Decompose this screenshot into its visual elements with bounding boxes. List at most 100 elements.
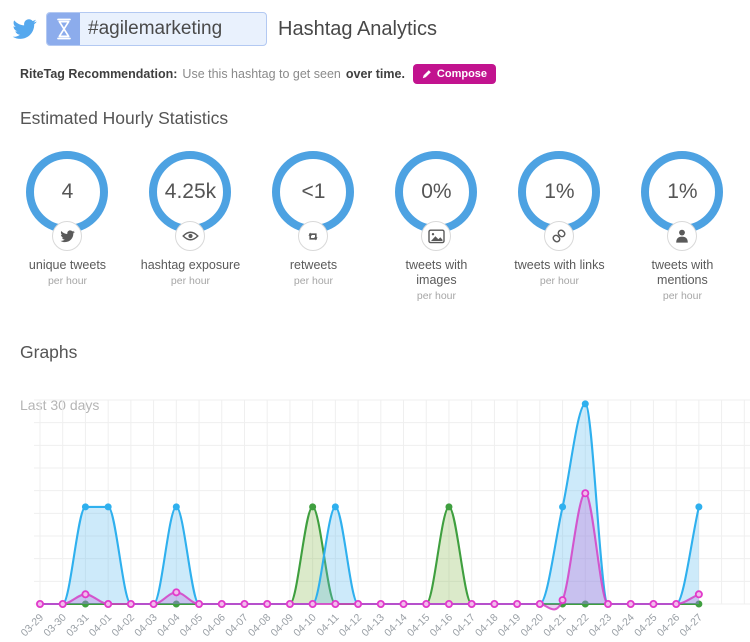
magenta-point — [331, 599, 340, 608]
green-point — [581, 600, 589, 608]
magenta-point — [354, 599, 363, 608]
magenta-point — [285, 599, 294, 608]
magenta-point — [240, 599, 249, 608]
stat-value: 4 — [61, 180, 74, 203]
magenta-point — [104, 599, 113, 608]
stat-value: 1% — [667, 180, 698, 203]
stat-label: retweets — [289, 258, 338, 272]
header: Hashtag Analytics — [0, 0, 750, 48]
blue-point — [331, 503, 339, 511]
x-axis-label: 04-22 — [564, 612, 592, 640]
recommendation-row: RiteTag Recommendation: Use this hashtag… — [0, 64, 750, 84]
magenta-point — [581, 489, 590, 498]
stat-value: 1% — [544, 180, 575, 203]
magenta-point — [649, 599, 658, 608]
stat-card: 1% tweets with links per hour — [498, 151, 621, 302]
blue-point — [81, 503, 89, 511]
page-title: Hashtag Analytics — [278, 17, 437, 40]
activity-chart: 03-2903-3003-3104-0104-0204-0304-0404-05… — [19, 399, 750, 640]
blue-area — [40, 403, 699, 604]
blue-point — [581, 400, 589, 408]
x-axis-labels: 03-2903-3003-3104-0104-0204-0304-0404-05… — [19, 612, 705, 640]
x-axis-label: 04-19 — [496, 612, 524, 640]
x-axis-label: 04-08 — [246, 612, 274, 640]
x-axis-label: 04-21 — [541, 612, 569, 640]
magenta-point — [490, 599, 499, 608]
x-axis-label: 04-01 — [87, 612, 115, 640]
mention-icon — [667, 221, 698, 251]
eye-icon — [175, 221, 206, 251]
stat-value: <1 — [301, 180, 326, 203]
magenta-point — [604, 599, 613, 608]
stat-sublabel: per hour — [416, 289, 456, 302]
x-axis-label: 04-10 — [291, 612, 319, 640]
stats-heading: Estimated Hourly Statistics — [20, 108, 229, 128]
magenta-point — [149, 599, 158, 608]
magenta-point — [263, 599, 272, 608]
stat-ring: <1 — [272, 151, 355, 233]
magenta-point — [172, 588, 181, 597]
stat-sublabel: per hour — [662, 289, 702, 302]
x-axis-label: 04-24 — [609, 612, 637, 640]
x-axis-label: 03-30 — [41, 612, 69, 640]
x-axis-label: 04-23 — [587, 612, 615, 640]
blue-point — [559, 503, 567, 511]
magenta-point — [81, 590, 90, 599]
blue-point — [104, 503, 112, 511]
stat-card: 0% tweets with images per hour — [375, 151, 498, 302]
green-point — [445, 503, 453, 511]
x-axis-label: 04-12 — [337, 612, 365, 640]
magenta-point — [672, 599, 681, 608]
stat-label: hashtag exposure — [140, 258, 241, 272]
compose-button[interactable]: Compose — [412, 64, 497, 84]
x-axis-label: 04-05 — [178, 612, 206, 640]
hashtag-input[interactable] — [80, 13, 266, 45]
chart-grid — [34, 399, 750, 605]
x-axis-label: 04-17 — [450, 612, 478, 640]
x-axis-label: 04-07 — [223, 612, 251, 640]
x-axis-label: 04-13 — [359, 612, 387, 640]
magenta-point — [422, 599, 431, 608]
magenta-point — [444, 599, 453, 608]
recommendation-label: RiteTag Recommendation: — [20, 67, 178, 81]
magenta-point — [376, 599, 385, 608]
stat-value: 0% — [421, 180, 452, 203]
x-axis-label: 04-18 — [473, 612, 501, 640]
stat-value: 4.25k — [164, 180, 217, 203]
magenta-point — [217, 599, 226, 608]
series-magenta — [36, 489, 703, 611]
stat-sublabel: per hour — [47, 274, 88, 287]
stat-sublabel: per hour — [539, 274, 579, 287]
x-axis-label: 04-20 — [518, 612, 546, 640]
x-axis-label: 04-25 — [632, 612, 660, 640]
x-axis-label: 04-09 — [269, 612, 297, 640]
stat-sublabel: per hour — [170, 274, 211, 287]
stat-label: unique tweets — [28, 258, 107, 272]
x-axis-label: 03-31 — [64, 612, 92, 640]
stat-ring: 1% — [641, 151, 724, 233]
graphs-heading: Graphs — [20, 341, 78, 362]
x-axis-label: 04-04 — [155, 612, 183, 640]
magenta-point — [535, 599, 544, 608]
series-blue — [36, 400, 703, 608]
magenta-point — [399, 599, 408, 608]
hashtag-input-group — [46, 12, 267, 46]
hourglass-icon — [47, 13, 80, 45]
blue-point — [172, 503, 180, 511]
stat-sublabel: per hour — [293, 274, 334, 287]
x-axis-label: 04-16 — [428, 612, 456, 640]
magenta-point — [36, 599, 45, 608]
magenta-point — [558, 596, 567, 605]
twitter-icon — [12, 18, 37, 39]
stat-label: tweets with links — [514, 258, 605, 272]
x-axis-label: 04-11 — [315, 612, 342, 639]
stats-row: 4 unique tweets per hour 4.25k hashtag expos… — [0, 151, 750, 302]
stat-ring: 0% — [395, 151, 478, 233]
stat-card: <1 retweets per hour — [252, 151, 375, 302]
magenta-point — [513, 599, 522, 608]
magenta-point — [308, 599, 317, 608]
x-axis-label: 03-29 — [19, 612, 47, 640]
x-axis-label: 04-14 — [382, 612, 410, 640]
magenta-point — [694, 590, 703, 599]
green-point — [172, 600, 180, 608]
